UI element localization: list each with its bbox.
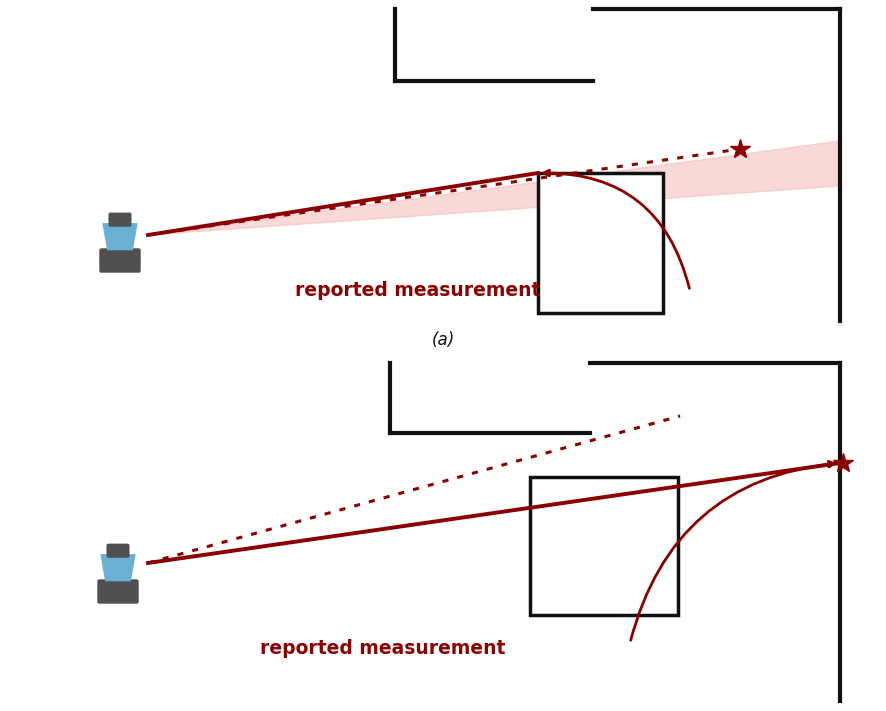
Text: (a): (a) — [431, 331, 455, 349]
Text: reported measurement: reported measurement — [295, 282, 540, 301]
Bar — [538, 173, 663, 313]
FancyBboxPatch shape — [108, 213, 131, 227]
Polygon shape — [102, 223, 137, 250]
FancyBboxPatch shape — [97, 579, 139, 604]
Bar — [530, 477, 678, 615]
Polygon shape — [148, 141, 840, 235]
Polygon shape — [100, 554, 136, 582]
FancyBboxPatch shape — [99, 248, 141, 273]
Text: reported measurement: reported measurement — [260, 639, 505, 658]
FancyBboxPatch shape — [106, 544, 129, 558]
